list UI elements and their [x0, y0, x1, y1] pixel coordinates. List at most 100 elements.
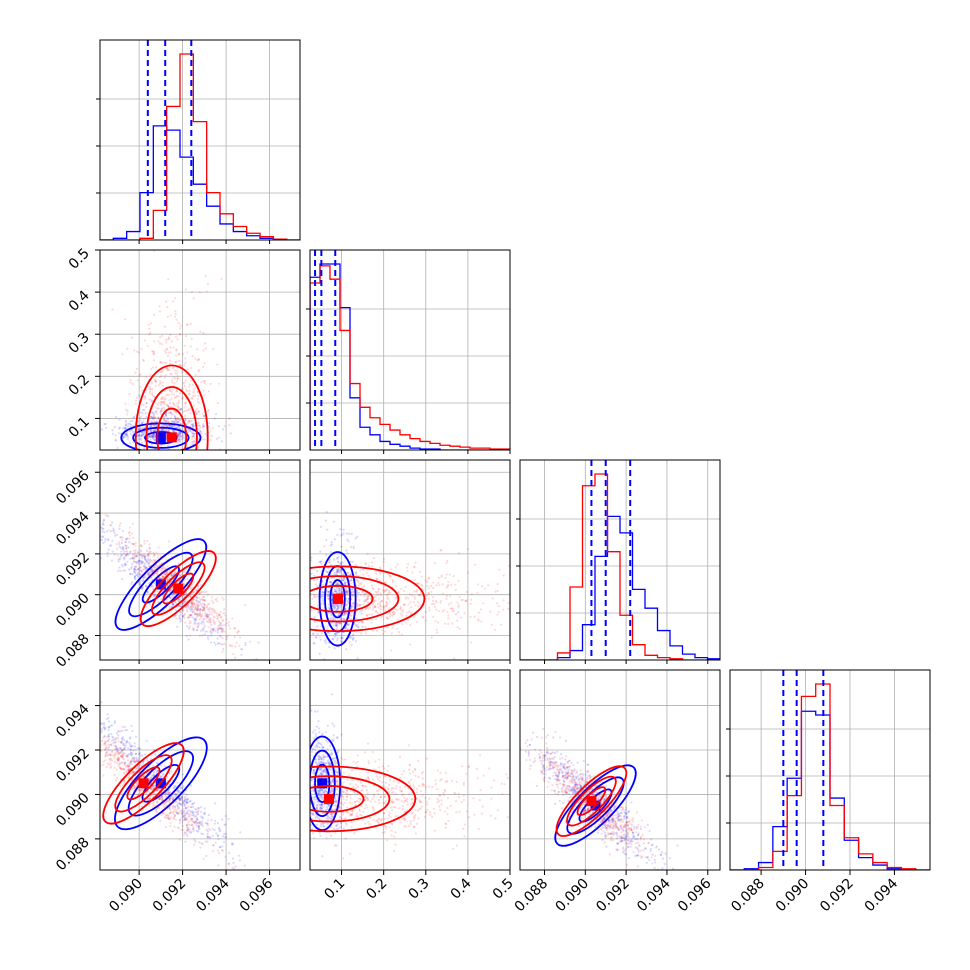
red-sample-point	[111, 750, 114, 753]
blue-sample-point	[91, 536, 93, 538]
red-sample-point	[404, 585, 407, 589]
red-sample-point	[177, 441, 180, 444]
red-sample-point	[350, 582, 353, 585]
blue-sample-point	[332, 605, 335, 608]
red-sample-point	[160, 813, 163, 817]
blue-sample-point	[338, 570, 342, 573]
blue-sample-point	[178, 797, 182, 800]
red-sample-point	[305, 570, 307, 572]
blue-sample-point	[179, 818, 182, 821]
red-sample-point	[156, 573, 160, 576]
red-sample-point	[382, 591, 385, 594]
blue-sample-point	[155, 789, 158, 792]
red-sample-point	[138, 789, 141, 792]
blue-sample-point	[205, 854, 208, 858]
red-sample-point	[152, 573, 155, 577]
red-sample-point	[334, 590, 337, 593]
blue-sample-point	[206, 824, 209, 827]
red-sample-point	[414, 604, 417, 607]
red-sample-point	[162, 563, 165, 567]
red-sample-point	[153, 561, 156, 564]
red-sample-point	[185, 816, 188, 820]
red-sample-point	[447, 617, 450, 620]
red-sample-point	[145, 401, 148, 405]
blue-sample-point	[183, 818, 186, 821]
blue-sample-point	[357, 626, 360, 629]
red-sample-point	[149, 367, 153, 371]
red-sample-point	[122, 557, 125, 560]
red-sample-point	[343, 612, 346, 615]
red-sample-point	[163, 566, 166, 570]
red-contour-0	[310, 565, 426, 633]
blue-sample-point	[107, 735, 111, 738]
blue-sample-point	[142, 420, 145, 423]
blue-sample-point	[192, 811, 195, 814]
red-sample-point	[172, 549, 175, 552]
red-sample-point	[163, 435, 166, 439]
red-sample-point	[154, 570, 157, 573]
blue-sample-point	[192, 433, 196, 436]
blue-sample-point	[141, 586, 144, 589]
blue-sample-point	[199, 598, 202, 601]
blue-sample-point	[174, 609, 178, 612]
red-sample-point	[350, 603, 353, 606]
red-sample-point	[157, 580, 160, 583]
red-sample-point	[206, 615, 209, 618]
red-sample-point	[177, 406, 180, 409]
blue-sample-point	[219, 829, 222, 832]
red-sample-point	[426, 580, 429, 583]
red-sample-point	[199, 330, 202, 333]
blue-sample-point	[140, 764, 143, 767]
red-sample-point	[145, 772, 149, 775]
red-sample-point	[452, 609, 456, 612]
red-sample-point	[483, 587, 487, 590]
blue-sample-point	[195, 618, 198, 621]
red-sample-point	[174, 818, 178, 821]
blue-sample-point	[313, 574, 316, 577]
blue-sample-point	[139, 553, 143, 557]
red-sample-point	[172, 455, 174, 457]
red-sample-point	[377, 590, 380, 593]
blue-sample-point	[114, 439, 117, 442]
red-sample-point	[176, 812, 180, 815]
red-sample-point	[214, 841, 217, 844]
red-sample-point	[313, 579, 316, 582]
red-sample-point	[354, 603, 357, 607]
blue-sample-point	[333, 571, 336, 574]
red-sample-point	[155, 789, 158, 792]
red-sample-point	[225, 618, 228, 621]
red-sample-point	[172, 393, 176, 396]
blue-sample-point	[136, 760, 139, 763]
blue-sample-point	[123, 569, 127, 572]
red-sample-point	[197, 445, 200, 448]
blue-sample-point	[105, 530, 109, 533]
blue-sample-point	[224, 836, 227, 839]
blue-sample-point	[192, 609, 196, 612]
red-sample-point	[386, 616, 389, 619]
blue-sample-point	[330, 665, 332, 667]
blue-sample-point	[350, 635, 353, 638]
blue-sample-point	[141, 579, 144, 582]
blue-sample-point	[137, 419, 140, 423]
blue-sample-point	[122, 747, 126, 751]
red-sample-point	[353, 612, 356, 615]
blue-sample-point	[197, 824, 201, 827]
red-sample-point	[204, 347, 208, 350]
red-sample-point	[140, 415, 143, 418]
red-sample-point	[160, 456, 162, 458]
red-sample-point	[183, 578, 187, 581]
blue-sample-point	[206, 836, 210, 839]
red-sample-point	[153, 572, 156, 575]
red-sample-point	[378, 602, 382, 606]
red-sample-point	[149, 487, 151, 489]
blue-sample-point	[93, 721, 95, 723]
red-sample-point	[92, 744, 94, 746]
blue-sample-point	[170, 770, 173, 773]
blue-sample-point	[150, 435, 153, 439]
blue-sample-point	[166, 800, 169, 803]
red-sample-point	[182, 808, 185, 811]
blue-sample-point	[192, 422, 195, 425]
red-sample-point	[379, 656, 383, 660]
red-sample-point	[160, 563, 163, 566]
blue-sample-point	[194, 617, 197, 620]
